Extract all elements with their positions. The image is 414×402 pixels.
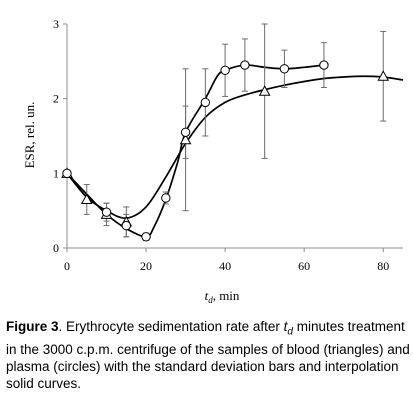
curves <box>66 64 404 238</box>
x-axis-label-unit: , min <box>213 288 240 303</box>
circle-marker <box>121 220 131 231</box>
triangle-marker <box>377 70 390 81</box>
caption-t-var: t <box>283 319 288 334</box>
caption-t-sub: d <box>287 326 293 338</box>
caption-text-1: . Erythrocyte sedimentation rate after <box>58 319 284 334</box>
circle-marker <box>101 207 112 217</box>
figure-caption: Figure 3. Erythrocyte sedimentation rate… <box>6 318 410 392</box>
x-tick-label: 0 <box>64 259 70 273</box>
x-axis-label-var: t <box>205 288 209 303</box>
figure-label: Figure 3 <box>6 319 59 334</box>
circle-marker <box>220 65 230 75</box>
tick-labels: 0 1 2 3 0 20 40 60 80 <box>53 17 389 273</box>
caption-text-2: minutes treatment in the 3000 c.p.m. cen… <box>6 319 410 391</box>
y-axis-label: ESR, rel. un. <box>22 102 37 169</box>
x-tick-label: 20 <box>140 259 152 273</box>
circle-marker <box>319 60 329 70</box>
triangle-marker <box>258 85 271 96</box>
markers <box>61 60 390 242</box>
triangle-marker <box>80 193 93 204</box>
x-tick-label: 80 <box>377 259 389 273</box>
x-axis-label-sub: d <box>208 295 213 305</box>
y-tick-label: 3 <box>53 17 59 31</box>
x-tick-label: 40 <box>219 259 231 273</box>
circle-marker <box>279 64 290 74</box>
circle-marker <box>62 168 72 179</box>
circle-marker <box>180 127 191 137</box>
x-axis-label: td, min <box>205 288 240 305</box>
y-tick-label: 2 <box>53 92 59 106</box>
error-bars <box>83 23 387 242</box>
triangle-series-curve <box>66 75 404 219</box>
axes <box>63 23 403 252</box>
circle-marker <box>240 60 250 70</box>
y-tick-label: 1 <box>53 166 59 180</box>
circle-marker <box>200 97 211 108</box>
circle-marker <box>161 193 171 203</box>
x-tick-label: 60 <box>298 259 310 273</box>
triangle-marker <box>179 133 192 145</box>
circle-marker <box>141 232 151 242</box>
esr-chart: 0 1 2 3 0 20 40 60 80 ESR, rel. un. td, min <box>22 17 404 305</box>
y-tick-label: 0 <box>53 241 59 255</box>
